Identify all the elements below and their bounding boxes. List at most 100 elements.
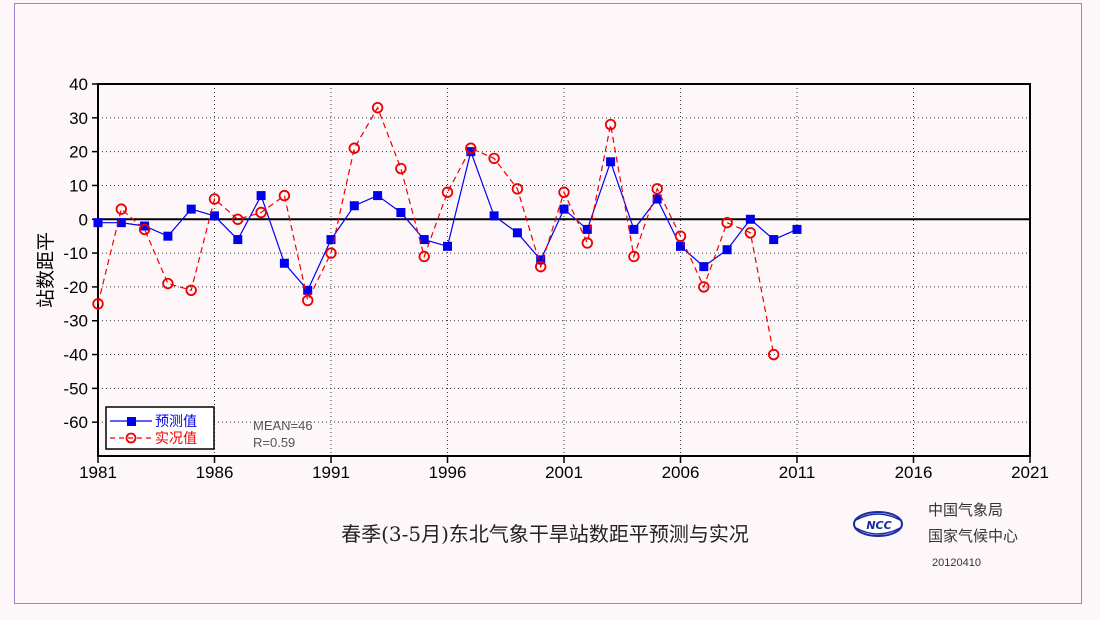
- chart-title: 春季(3-5月)东北气象干旱站数距平预测与实况: [341, 522, 749, 546]
- forecast-point: [606, 157, 616, 167]
- forecast-point: [210, 211, 219, 221]
- observed-point: [325, 247, 337, 259]
- forecast-point: [186, 204, 196, 214]
- x-tick-label: 1986: [196, 463, 234, 482]
- figure-frame: [14, 3, 1082, 604]
- forecast-point: [489, 211, 499, 221]
- forecast-point: [233, 235, 243, 245]
- observed-point: [604, 118, 617, 131]
- legend: 预测值 实况值: [105, 406, 215, 450]
- forecast-point: [349, 201, 359, 211]
- observed-point: [441, 186, 454, 198]
- y-axis-label: 站数距平: [35, 232, 57, 308]
- forecast-point: [396, 208, 406, 218]
- y-tick-label: 0: [79, 210, 88, 229]
- observed-point: [535, 260, 547, 273]
- forecast-point: [512, 228, 522, 238]
- forecast-point: [373, 191, 383, 201]
- series-layer: [92, 101, 802, 361]
- x-tick-label: 2021: [1011, 463, 1049, 482]
- observed-point: [721, 216, 733, 229]
- forecast-point: [256, 191, 266, 201]
- forecast-point: [559, 204, 569, 214]
- y-tick-label: -40: [63, 346, 88, 365]
- legend-label-forecast: 预测值: [155, 414, 197, 430]
- mean-annotation: MEAN=46: [253, 418, 313, 433]
- observed-point: [208, 193, 221, 205]
- observed-point: [371, 101, 384, 114]
- observed-point: [465, 142, 477, 154]
- y-tick-label: -30: [63, 312, 88, 331]
- observed-point: [488, 152, 500, 165]
- y-tick-label: 30: [69, 109, 88, 128]
- x-tick-label: 2006: [662, 463, 700, 482]
- forecast-point: [769, 235, 779, 245]
- observed-point: [581, 237, 594, 249]
- observed-line: [97, 106, 775, 355]
- observed-point: [255, 206, 267, 219]
- observed-point: [674, 230, 687, 242]
- observed-point: [92, 298, 104, 310]
- observed-point: [395, 162, 407, 175]
- observed-point: [138, 223, 151, 236]
- x-tick-label: 1996: [429, 463, 467, 482]
- observed-point: [185, 284, 197, 296]
- observed-point: [418, 250, 430, 263]
- forecast-point: [722, 245, 732, 255]
- y-tick-label: 20: [69, 143, 88, 162]
- forecast-point: [699, 262, 709, 272]
- forecast-point: [792, 224, 802, 234]
- x-tick-label: 1991: [312, 463, 350, 482]
- forecast-point: [93, 218, 103, 228]
- ncc-logo: NCC: [853, 511, 903, 537]
- forecast-point: [652, 194, 662, 204]
- observed-point: [302, 294, 314, 307]
- observed-point: [768, 348, 780, 361]
- observed-point: [558, 186, 570, 198]
- y-tick-label: -50: [63, 379, 88, 398]
- issue-date: 20120410: [932, 557, 981, 569]
- forecast-point: [140, 221, 150, 231]
- forecast-point: [629, 224, 639, 234]
- forecast-point: [163, 231, 173, 241]
- x-tick-label: 2011: [779, 463, 816, 482]
- forecast-point: [466, 147, 476, 157]
- observed-point: [744, 227, 757, 239]
- forecast-point: [745, 214, 755, 224]
- r-annotation: R=0.59: [253, 435, 295, 450]
- legend-marker-observed: [125, 432, 137, 444]
- x-tick-label: 2016: [895, 463, 933, 482]
- x-tick-label: 1981: [79, 463, 117, 482]
- forecast-point: [419, 235, 429, 245]
- forecast-point: [279, 258, 289, 268]
- y-tick-label: 10: [69, 176, 88, 195]
- observed-point: [511, 183, 524, 195]
- y-tick-label: 40: [69, 75, 88, 94]
- forecast-point: [303, 285, 313, 295]
- logo-text: NCC: [866, 519, 891, 532]
- org-line-2: 国家气候中心: [928, 527, 1018, 545]
- forecast-point: [582, 224, 592, 234]
- x-axis: 1981 1986 1991 1996 2001 2006 2011 2016 2021: [79, 456, 1049, 482]
- forecast-point: [443, 241, 452, 251]
- observed-point: [115, 203, 128, 215]
- y-tick-label: -20: [63, 278, 88, 297]
- x-tick-label: 2001: [545, 463, 583, 482]
- observed-point: [162, 277, 174, 290]
- forecast-point: [676, 241, 685, 251]
- legend-box: [105, 406, 215, 450]
- grid: [98, 84, 1030, 456]
- observed-point: [698, 281, 710, 293]
- observed-point: [232, 213, 244, 225]
- y-axis: 40 30 20 10 0 -10 -20 -30 -40 -50 -60: [63, 75, 98, 432]
- observed-point: [278, 189, 291, 202]
- forecast-point: [536, 255, 546, 265]
- legend-label-observed: 实况值: [155, 431, 197, 447]
- y-tick-label: -10: [63, 244, 88, 263]
- observed-point: [651, 183, 663, 195]
- observed-point: [628, 250, 640, 263]
- forecast-point: [326, 235, 336, 245]
- observed-point: [348, 142, 361, 154]
- y-tick-label: -60: [63, 413, 88, 432]
